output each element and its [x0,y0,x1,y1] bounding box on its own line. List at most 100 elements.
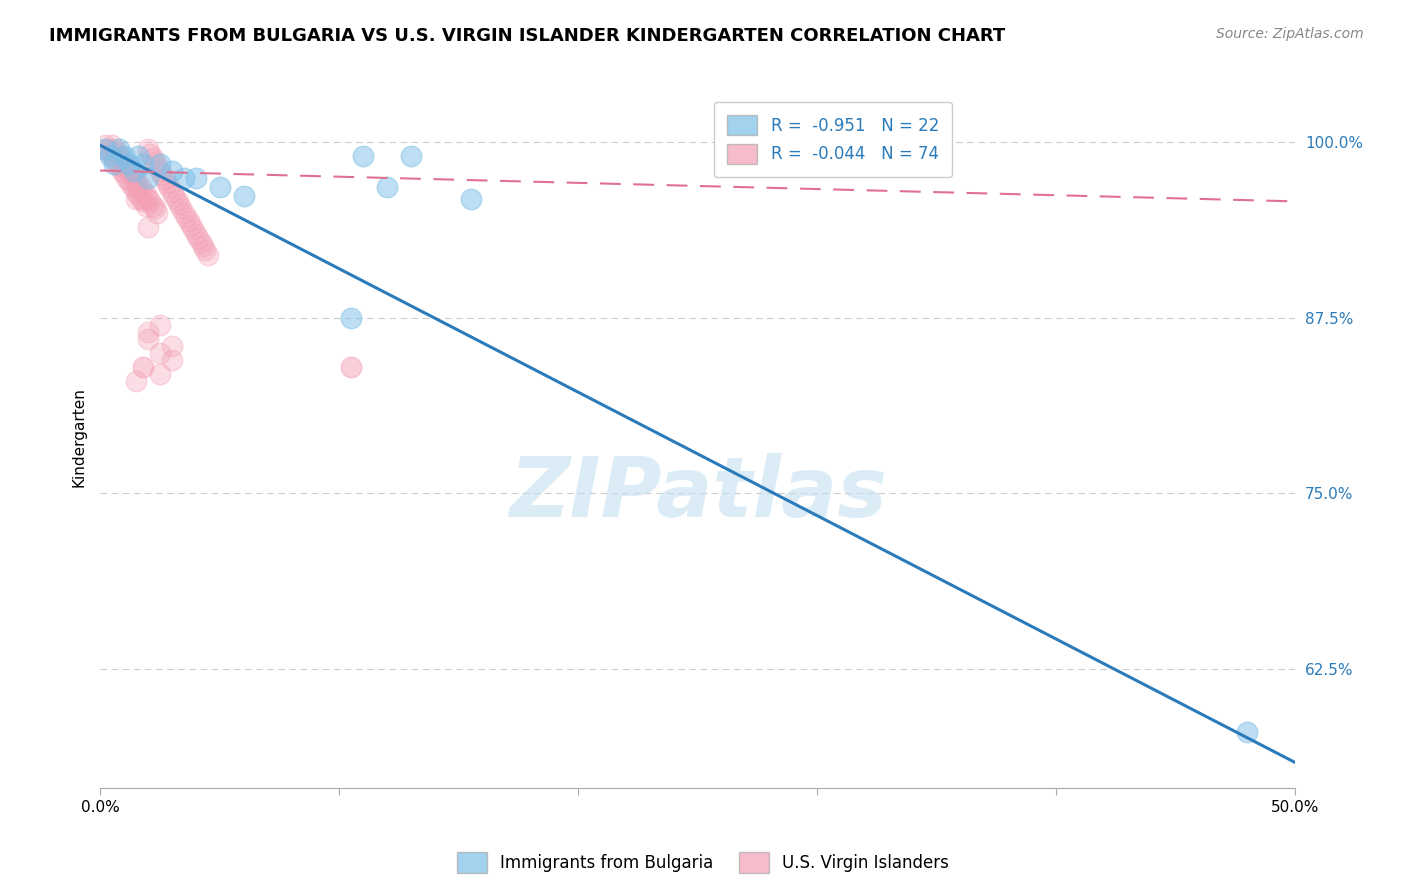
Point [170,202,193,216]
Point [135,198,157,212]
Point [105,156,128,170]
Point [127,178,149,192]
Point [125,374,148,388]
Point [136,192,159,206]
Point [122,180,145,194]
Point [340,310,363,325]
Point [166,193,188,207]
Point [190,235,212,249]
Point [156,176,179,190]
Point [103,156,125,170]
Point [173,170,195,185]
Point [136,219,159,234]
Point [167,197,190,211]
Point [105,145,128,160]
Point [115,170,138,185]
Point [146,205,169,219]
Point [125,192,148,206]
Point [135,187,157,202]
Point [120,166,142,180]
Point [1236,724,1258,739]
Point [352,149,374,163]
Point [160,339,183,353]
Point [150,168,173,182]
Point [184,170,207,185]
Point [183,222,205,236]
Point [375,180,398,194]
Point [143,202,166,216]
Point [132,359,155,374]
Legend: Immigrants from Bulgaria, U.S. Virgin Islanders: Immigrants from Bulgaria, U.S. Virgin Is… [450,846,956,880]
Point [197,248,219,262]
Point [142,151,165,165]
Point [180,219,202,233]
Point [98,149,121,163]
Point [103,153,125,167]
Point [232,188,254,202]
Point [159,180,181,194]
Point [160,185,183,199]
Point [108,143,131,157]
Point [132,156,155,170]
Point [139,194,162,209]
Point [122,163,145,178]
Point [187,231,209,245]
Point [399,149,422,163]
Point [118,163,141,178]
Point [163,188,186,202]
Point [118,173,141,187]
Point [139,146,162,161]
Point [136,332,159,346]
Point [149,163,172,178]
Point [112,149,135,163]
Point [122,170,145,185]
Y-axis label: Kindergarten: Kindergarten [72,387,86,487]
Point [136,325,159,339]
Point [98,145,121,160]
Point [149,156,172,170]
Point [101,149,124,163]
Point [142,198,165,212]
Point [127,187,149,202]
Text: Source: ZipAtlas.com: Source: ZipAtlas.com [1216,27,1364,41]
Point [149,318,172,332]
Point [340,359,363,374]
Point [184,227,207,241]
Point [460,192,482,206]
Point [143,155,166,169]
Point [129,180,152,194]
Point [112,156,135,170]
Text: IMMIGRANTS FROM BULGARIA VS U.S. VIRGIN ISLANDER KINDERGARTEN CORRELATION CHART: IMMIGRANTS FROM BULGARIA VS U.S. VIRGIN … [49,27,1005,45]
Point [136,143,159,157]
Point [108,149,131,163]
Point [115,159,138,173]
Point [191,239,214,253]
Legend: R =  -0.951   N = 22, R =  -0.044   N = 74: R = -0.951 N = 22, R = -0.044 N = 74 [714,102,952,178]
Point [160,352,183,367]
Point [96,143,118,157]
Point [136,170,159,185]
Point [112,166,135,180]
Point [125,185,148,199]
Point [111,153,134,167]
Text: ZIPatlas: ZIPatlas [509,452,887,533]
Point [94,138,117,153]
Point [101,138,124,153]
Point [153,172,176,186]
Point [111,163,134,178]
Point [149,346,172,360]
Point [120,178,142,192]
Point [146,159,169,173]
Point [194,244,217,258]
Point [132,185,155,199]
Point [174,210,197,224]
Point [208,180,231,194]
Point [118,156,141,170]
Point [103,143,125,157]
Point [149,367,172,381]
Point [160,163,183,178]
Point [129,192,152,206]
Point [127,149,149,163]
Point [132,194,155,209]
Point [94,143,117,157]
